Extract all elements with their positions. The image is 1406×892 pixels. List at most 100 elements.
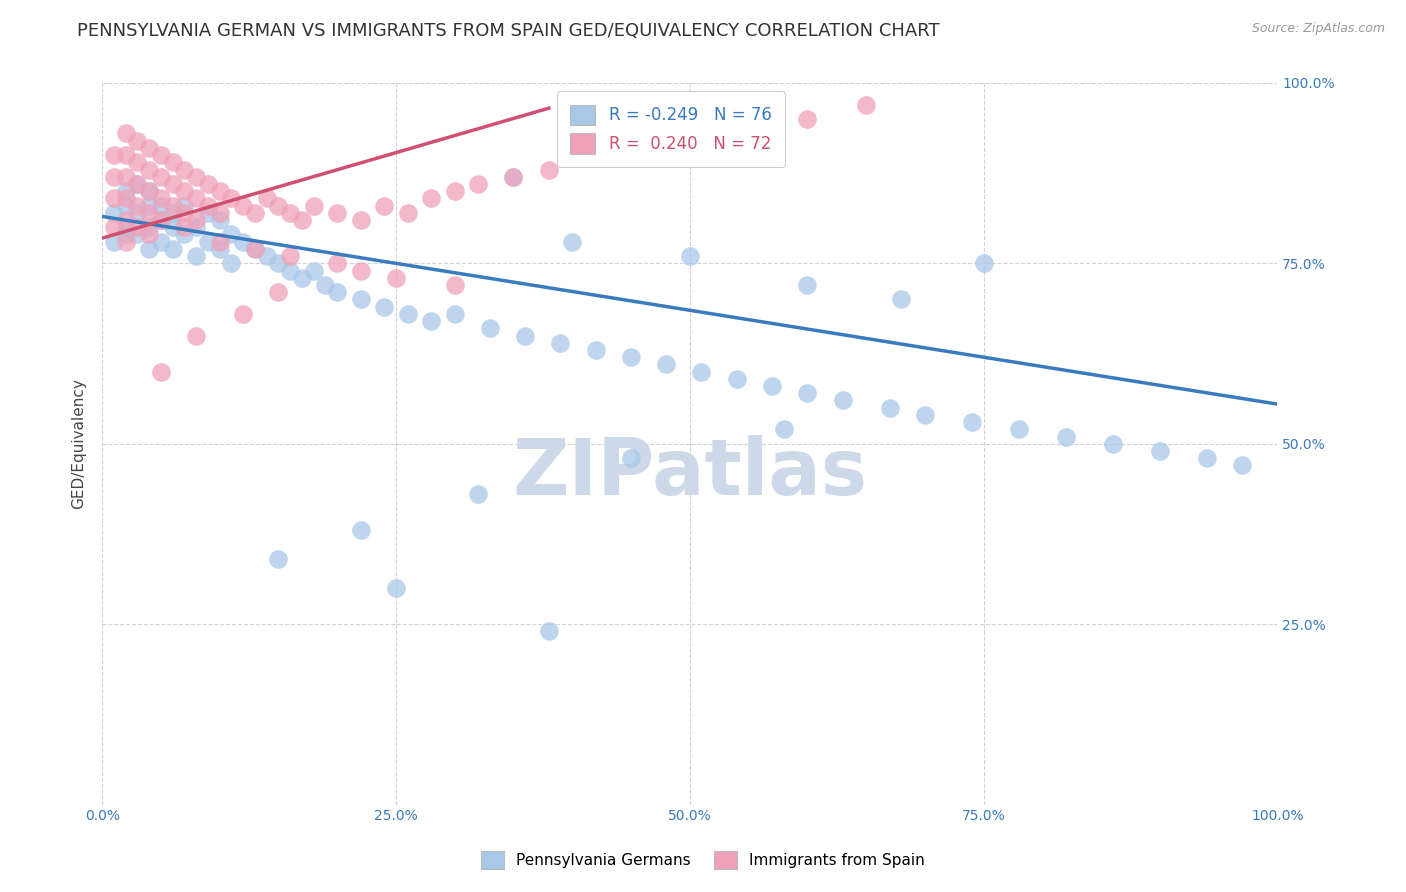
Point: [221, 227, 243, 242]
Point: [350, 524, 373, 538]
Point: [537, 624, 560, 639]
Point: [467, 487, 489, 501]
Point: [879, 401, 901, 415]
Point: [103, 220, 125, 235]
Point: [162, 220, 184, 235]
Point: [960, 415, 983, 429]
Point: [502, 169, 524, 184]
Point: [221, 256, 243, 270]
Point: [173, 206, 195, 220]
Point: [385, 270, 408, 285]
Point: [291, 213, 314, 227]
Point: [221, 191, 243, 205]
Text: Source: ZipAtlas.com: Source: ZipAtlas.com: [1251, 22, 1385, 36]
Point: [127, 227, 149, 242]
Point: [138, 141, 160, 155]
Point: [173, 184, 195, 198]
Point: [350, 213, 373, 227]
Point: [162, 155, 184, 169]
Point: [467, 177, 489, 191]
Point: [149, 199, 172, 213]
Point: [620, 350, 643, 364]
Point: [114, 191, 136, 205]
Point: [278, 249, 301, 263]
Point: [186, 169, 208, 184]
Point: [162, 199, 184, 213]
Point: [679, 127, 702, 141]
Point: [138, 206, 160, 220]
Point: [138, 184, 160, 198]
Text: PENNSYLVANIA GERMAN VS IMMIGRANTS FROM SPAIN GED/EQUIVALENCY CORRELATION CHART: PENNSYLVANIA GERMAN VS IMMIGRANTS FROM S…: [77, 22, 941, 40]
Point: [1195, 451, 1218, 466]
Point: [103, 169, 125, 184]
Point: [197, 177, 219, 191]
Point: [114, 169, 136, 184]
Point: [114, 148, 136, 162]
Point: [326, 285, 349, 300]
Point: [350, 263, 373, 277]
Point: [796, 386, 818, 401]
Point: [420, 314, 443, 328]
Point: [291, 270, 314, 285]
Point: [103, 235, 125, 249]
Point: [243, 242, 266, 256]
Legend: Pennsylvania Germans, Immigrants from Spain: Pennsylvania Germans, Immigrants from Sp…: [471, 840, 935, 880]
Point: [186, 191, 208, 205]
Point: [149, 213, 172, 227]
Point: [1149, 444, 1171, 458]
Point: [737, 120, 759, 134]
Point: [1008, 422, 1031, 436]
Point: [232, 199, 254, 213]
Point: [302, 263, 325, 277]
Point: [620, 451, 643, 466]
Point: [550, 335, 572, 350]
Point: [232, 307, 254, 321]
Point: [149, 148, 172, 162]
Point: [1101, 437, 1123, 451]
Point: [127, 177, 149, 191]
Point: [197, 206, 219, 220]
Point: [267, 552, 290, 566]
Point: [127, 199, 149, 213]
Point: [208, 235, 231, 249]
Point: [914, 408, 936, 422]
Point: [173, 199, 195, 213]
Point: [502, 169, 524, 184]
Point: [197, 235, 219, 249]
Point: [197, 199, 219, 213]
Point: [796, 278, 818, 293]
Point: [162, 206, 184, 220]
Point: [478, 321, 501, 335]
Point: [585, 343, 607, 357]
Point: [149, 365, 172, 379]
Point: [443, 278, 465, 293]
Point: [114, 213, 136, 227]
Point: [114, 227, 136, 242]
Point: [761, 379, 783, 393]
Point: [186, 220, 208, 235]
Point: [515, 328, 537, 343]
Point: [973, 256, 995, 270]
Point: [138, 220, 160, 235]
Point: [114, 199, 136, 213]
Point: [208, 206, 231, 220]
Point: [420, 191, 443, 205]
Point: [173, 227, 195, 242]
Point: [243, 206, 266, 220]
Point: [114, 235, 136, 249]
Point: [138, 227, 160, 242]
Point: [149, 191, 172, 205]
Point: [278, 263, 301, 277]
Point: [103, 148, 125, 162]
Point: [114, 184, 136, 198]
Point: [173, 220, 195, 235]
Point: [208, 184, 231, 198]
Point: [373, 300, 395, 314]
Point: [267, 199, 290, 213]
Point: [772, 422, 794, 436]
Point: [350, 293, 373, 307]
Point: [173, 162, 195, 177]
Point: [443, 307, 465, 321]
Point: [655, 358, 678, 372]
Point: [127, 177, 149, 191]
